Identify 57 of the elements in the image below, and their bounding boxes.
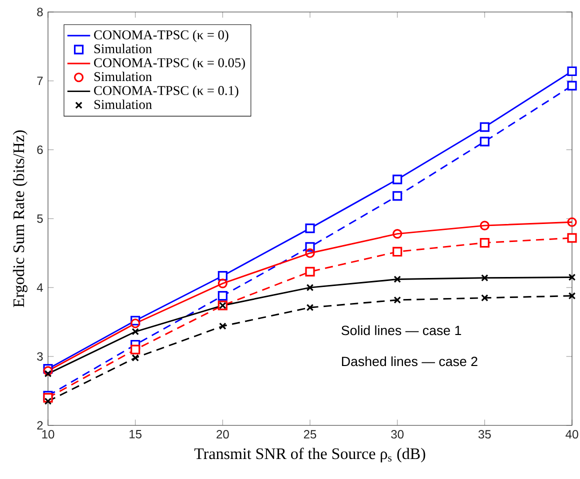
point [480,220,490,231]
legend-label: CONOMA-TPSC (κ = 0) [94,30,228,42]
x-tick-label: 30 [391,430,404,439]
point [305,267,315,277]
point [44,370,52,378]
point [394,296,401,304]
legend-label: CONOMA-TPSC (κ = 0.1) [94,86,238,98]
point [130,344,140,355]
y-tick-label: 4 [36,284,43,292]
legend-label: Simulation [94,72,152,82]
point [306,304,314,312]
point [44,398,52,406]
x-tick-label: 10 [42,430,54,439]
point [481,294,488,302]
point [567,66,577,76]
point [392,174,402,184]
x-tick-label: 25 [304,430,316,439]
point [568,274,576,282]
y-tick-label: 7 [37,76,43,86]
point [480,136,490,146]
legend-label: Simulation [94,44,152,54]
y-tick-label: 6 [37,146,43,154]
x-tick-label: 40 [566,430,578,439]
point [218,271,228,281]
point [480,238,490,248]
y-tick-label: 5 [37,214,43,224]
x-axis-title: Transmit SNR of the Source ρ$_{s}$ (dB) [194,448,426,463]
x-tick-label: 20 [216,430,229,439]
x-tick-label: 35 [478,430,491,439]
point [218,278,228,288]
point [218,291,228,301]
point [568,292,576,300]
point [130,318,140,328]
point [567,217,577,228]
point [481,274,488,282]
point [219,322,226,330]
point [306,284,314,292]
point [392,191,402,201]
point [567,81,577,91]
point [480,122,490,132]
point [305,248,315,258]
point [394,276,401,284]
y-tick-label: 2 [37,421,43,430]
annotation: Solid lines — case 1 [342,326,462,336]
x-tick-label: 15 [130,430,142,439]
point [392,229,402,239]
point [567,233,577,243]
point [392,247,402,257]
y-axis-title: Ergodic Sum Rate (bits/Hz) [12,130,28,308]
point [132,354,139,362]
annotation: Dashed lines — case 2 [342,356,478,366]
y-tick-label: 3 [37,352,43,361]
point [305,224,315,234]
legend-label: Simulation [94,100,152,110]
point [132,328,139,336]
y-tick-label: 8 [37,8,43,16]
legend-label: CONOMA-TPSC (κ = 0.05) [94,58,245,70]
